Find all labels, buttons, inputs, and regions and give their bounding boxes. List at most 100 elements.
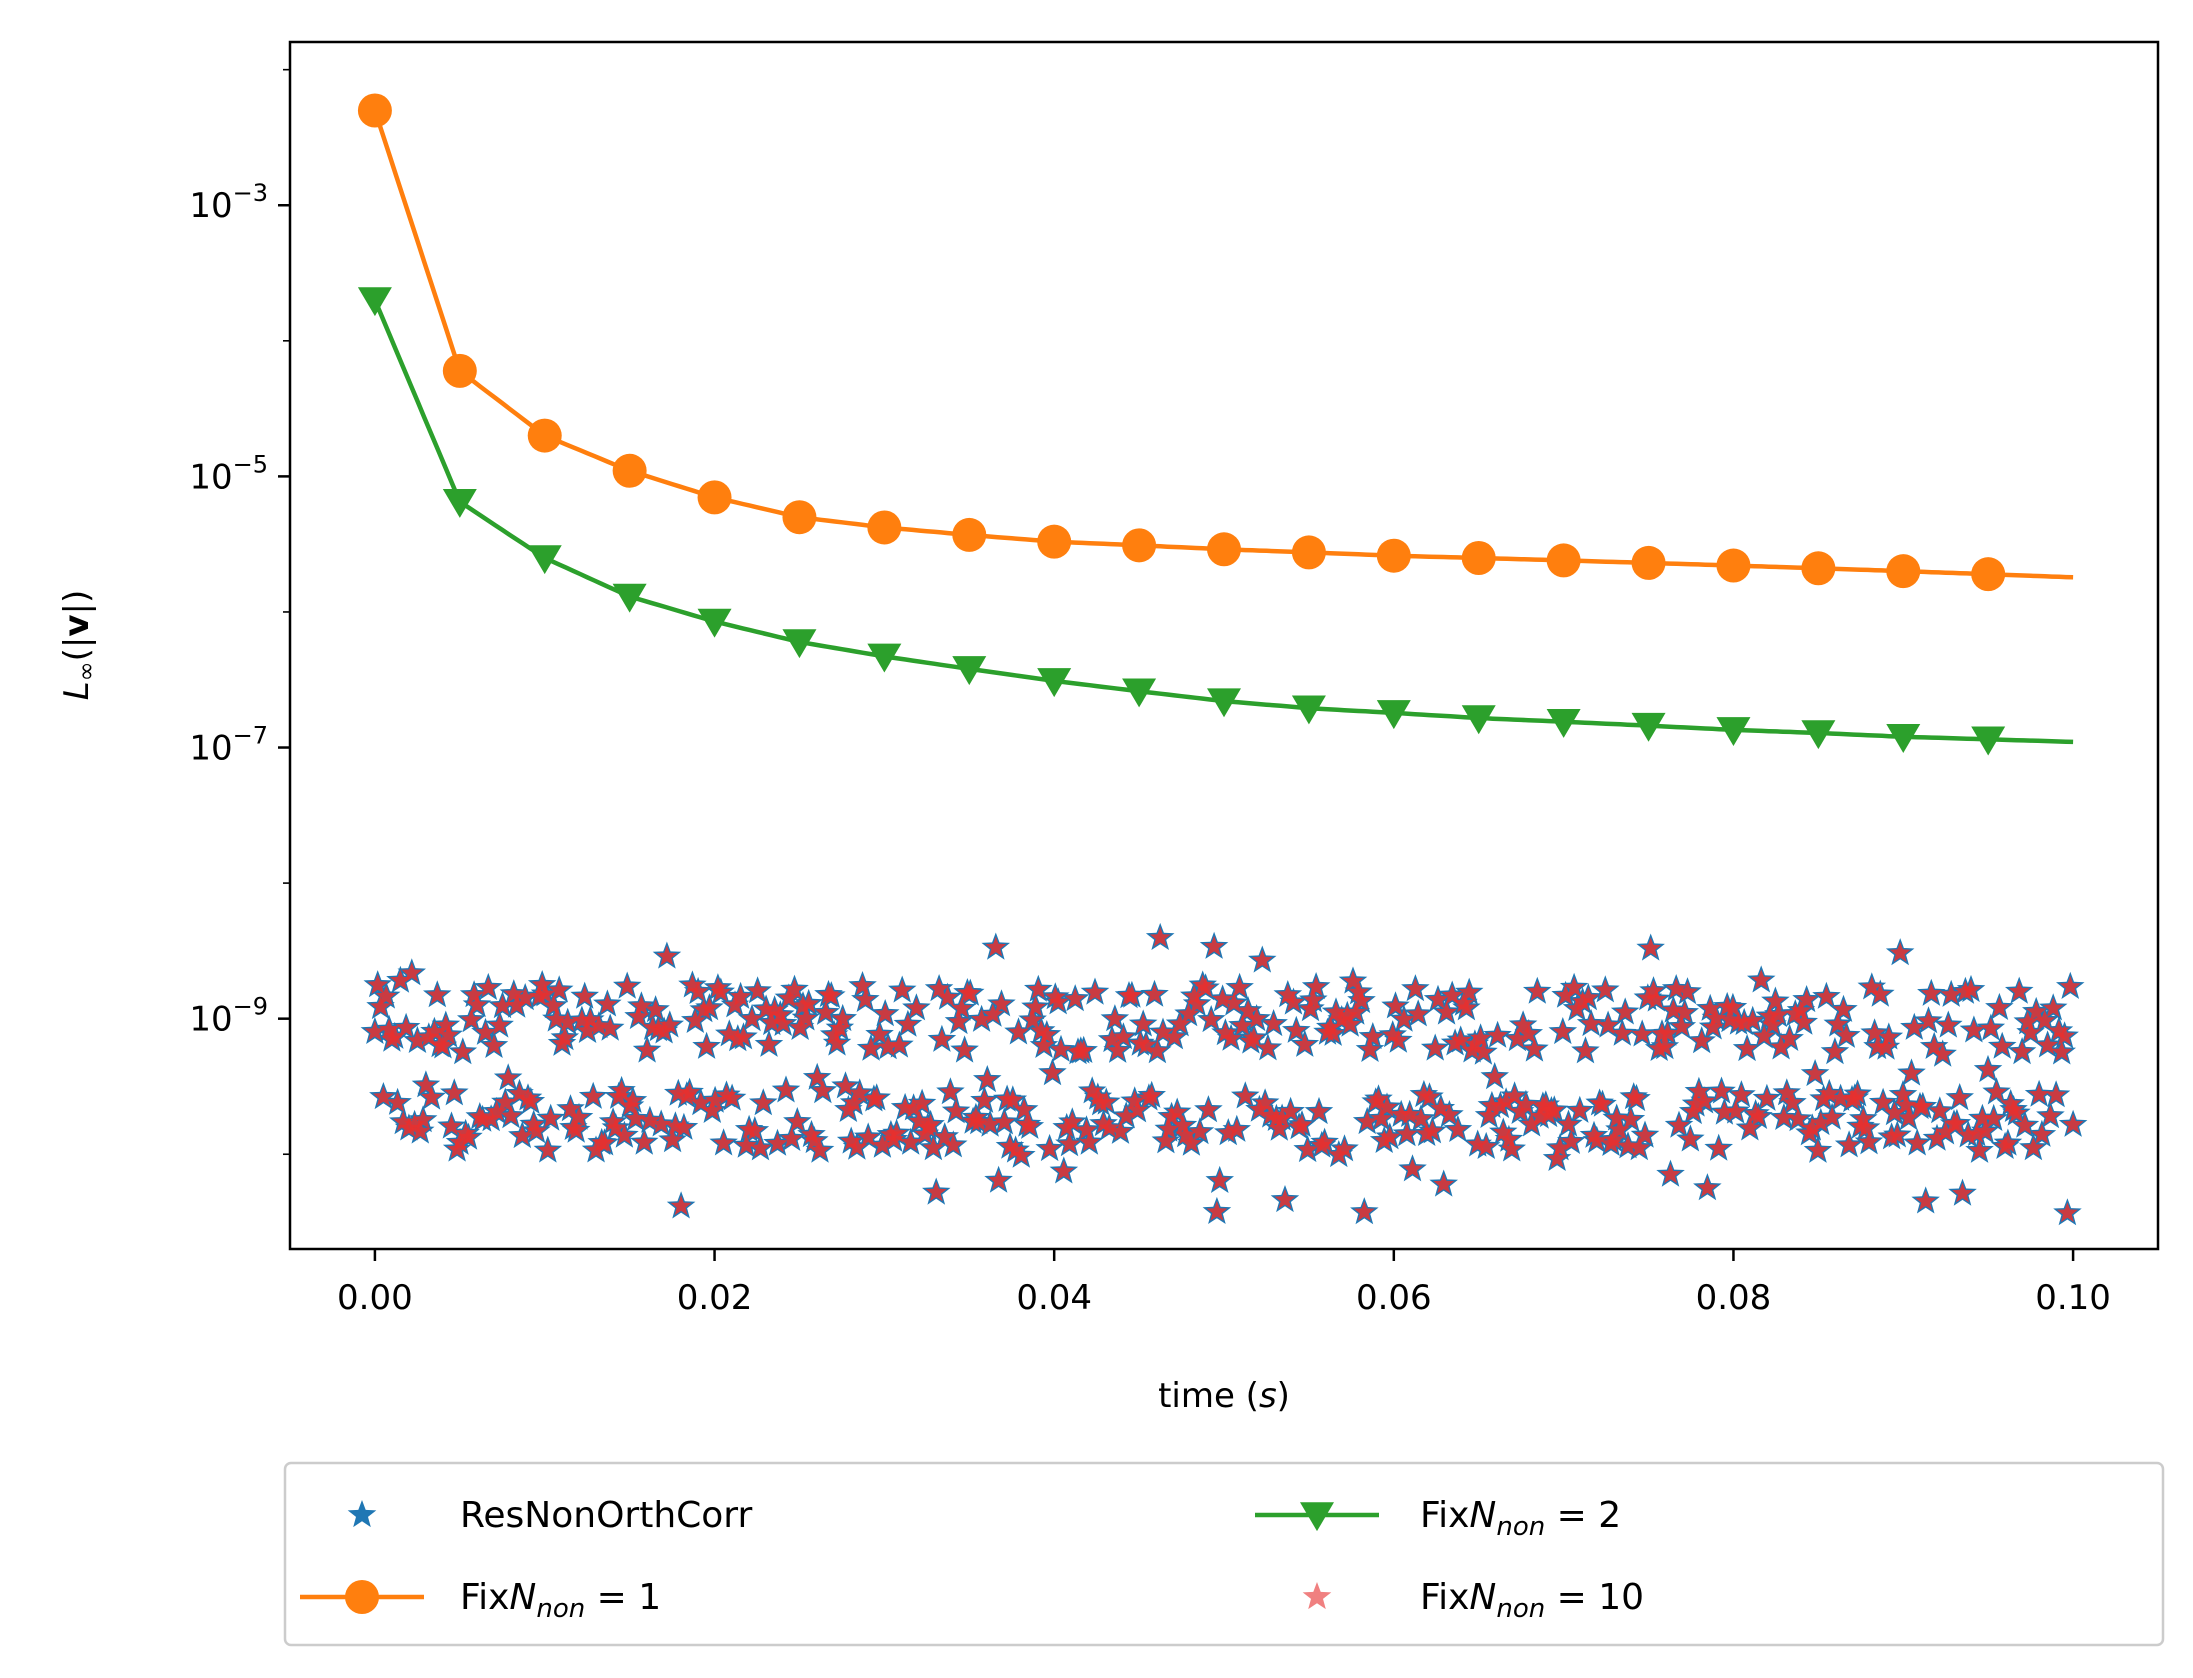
data-point: [928, 978, 950, 998]
data-point: [1025, 996, 1046, 1017]
data-point: [1552, 1021, 1574, 1041]
data-point: [721, 1087, 743, 1108]
data-point: [596, 993, 618, 1014]
data-point: [1037, 524, 1072, 559]
data-point: [554, 1027, 576, 1047]
data-point: [625, 1107, 647, 1128]
data-point: [1898, 1107, 1920, 1127]
x-axis-label-unit: s: [1259, 1376, 1277, 1416]
data-point: [577, 1019, 598, 1040]
data-point: [761, 1011, 783, 1032]
data-point: [1376, 700, 1411, 730]
data-point: [1906, 1132, 1928, 1153]
data-point: [1022, 1009, 1044, 1030]
data-point: [1447, 1118, 1469, 1139]
data-point: [1475, 1135, 1497, 1156]
data-point: [1628, 1137, 1650, 1157]
data-point: [1747, 1105, 1769, 1126]
data-point: [1708, 1137, 1730, 1158]
data-point: [503, 983, 525, 1003]
data-point: [612, 583, 647, 613]
data-point: [1847, 1083, 1869, 1104]
data-point: [1121, 984, 1143, 1005]
data-point: [401, 962, 423, 983]
data-point: [568, 1106, 590, 1127]
data-point: [1149, 926, 1171, 947]
data-point: [1053, 1160, 1075, 1181]
data-point: [517, 1087, 539, 1108]
data-point: [1098, 1117, 1120, 1138]
data-point: [1937, 1014, 1959, 1035]
data-point: [1892, 1083, 1914, 1104]
data-point: [1957, 1124, 1979, 1145]
data-point: [1986, 1081, 2007, 1102]
data-point: [1512, 1014, 1534, 1035]
data-point: [1801, 720, 1836, 750]
data-point: [1450, 1029, 1472, 1050]
data-point: [2011, 1041, 2033, 1061]
data-point: [840, 1130, 862, 1151]
data-point: [1260, 1104, 1282, 1125]
data-point: [1427, 988, 1449, 1009]
data-point: [466, 994, 488, 1015]
data-point: [373, 1086, 394, 1106]
data-point: [506, 994, 528, 1015]
y-axis-label-bold: v: [57, 614, 97, 636]
data-point: [775, 1079, 797, 1100]
data-point: [1657, 1022, 1679, 1043]
data-point: [874, 1003, 896, 1023]
data-point: [1047, 991, 1069, 1012]
data-point: [954, 1039, 976, 1060]
data-point: [2062, 1113, 2084, 1134]
data-point: [1314, 1131, 1336, 1152]
data-point: [1759, 1005, 1781, 1026]
data-point: [1207, 532, 1241, 567]
data-point: [1407, 1003, 1429, 1024]
data-point: [1555, 984, 1577, 1005]
data-point: [952, 517, 987, 552]
data-point: [684, 1009, 706, 1030]
data-point: [1824, 1041, 1846, 1061]
data-point: [735, 1134, 757, 1155]
data-point: [1175, 1124, 1197, 1145]
data-point: [764, 999, 786, 1020]
data-point: [1334, 1138, 1355, 1159]
data-point: [1835, 1024, 1857, 1045]
data-point: [1801, 551, 1836, 586]
y-axis-label-sub: ∞: [72, 661, 100, 681]
data-point: [1611, 1022, 1633, 1043]
data-point: [1558, 1113, 1579, 1134]
data-point: [2020, 1021, 2041, 1042]
data-point: [974, 1089, 995, 1110]
data-point: [704, 1089, 726, 1110]
data-point: [1716, 717, 1751, 747]
data-point: [1455, 997, 1477, 1018]
legend-marker: [347, 1500, 377, 1528]
data-point: [1353, 1201, 1375, 1221]
data-point: [1172, 1114, 1194, 1135]
data-point: [1609, 1119, 1630, 1139]
series-layer: [357, 93, 2088, 1226]
data-point: [772, 1012, 794, 1033]
data-point: [886, 1122, 907, 1143]
data-point: [801, 1123, 822, 1144]
data-point: [2017, 1011, 2039, 1032]
data-point: [2039, 1105, 2061, 1125]
data-point: [1331, 1009, 1353, 1029]
data-point: [1660, 1163, 1681, 1184]
data-point: [769, 1004, 791, 1024]
data-point: [1472, 1041, 1494, 1062]
data-point: [1668, 1114, 1690, 1135]
data-point: [497, 1067, 519, 1088]
data-point: [1300, 998, 1321, 1018]
data-point: [452, 1041, 474, 1062]
data-point: [528, 985, 550, 1006]
data-point: [1277, 984, 1299, 1004]
data-point: [1886, 554, 1921, 589]
data-point: [894, 1096, 916, 1117]
x-tick-label: 0.06: [1356, 1278, 1432, 1318]
legend-entry: FixNnon = 10: [1302, 1577, 1644, 1624]
y-tick-label: 10−7: [189, 722, 268, 769]
data-point: [888, 1034, 910, 1055]
data-point: [1546, 543, 1581, 578]
